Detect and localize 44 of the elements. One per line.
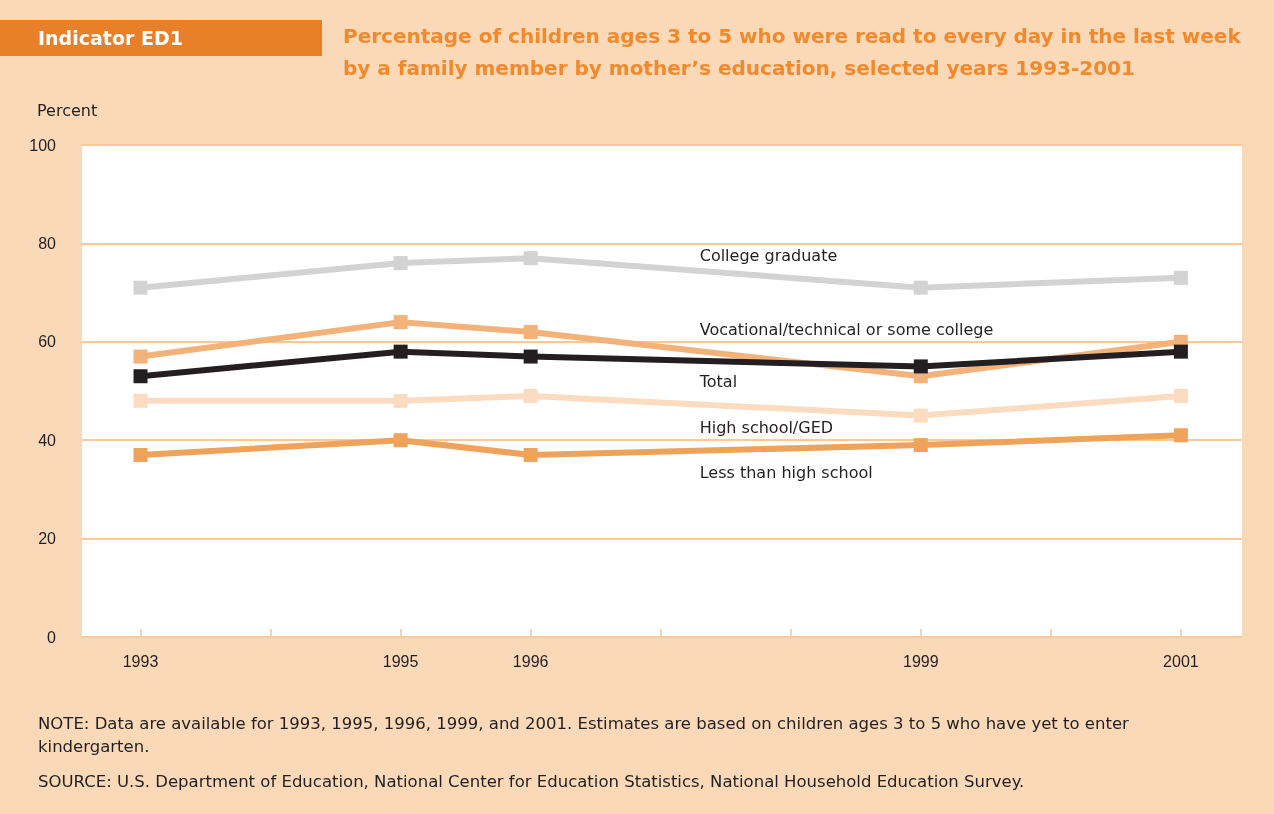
point [523, 251, 538, 266]
x-tick-label: 1999 [902, 652, 939, 670]
point [523, 324, 538, 339]
x-tick-label: 1995 [382, 652, 419, 670]
series-label: Less than high school [699, 463, 873, 483]
point [1173, 344, 1188, 359]
source-note: SOURCE: U.S. Department of Education, National Center for Education Statistics, National Household Education Survey. [38, 771, 1026, 793]
y-tick-label: 0 [47, 628, 57, 646]
point [133, 369, 148, 384]
x-tick-label: 2001 [1163, 652, 1199, 670]
chart-title: Percentage of children ages 3 to 5 who were read to every day in the last week by a family member by mother’s education, selected years 1993-2001 [343, 23, 1242, 82]
point [133, 393, 148, 408]
y-tick-label: 80 [38, 234, 57, 252]
point [133, 447, 148, 462]
series-label: Total [698, 371, 738, 391]
y-axis-title: Percent [37, 101, 98, 120]
point [393, 433, 408, 448]
series-label: High school/GED [699, 418, 834, 438]
text: NOTE: Data are available for 1993, 1995, 1996, 1999, and 2001. Estimates are based on children ages 3 to 5 who have yet to enter kindergarten. [38, 713, 1130, 758]
chart-subtitle: Indicator ED1 [0, 20, 322, 56]
point [393, 256, 408, 271]
point [913, 359, 928, 374]
point [523, 349, 538, 364]
point [393, 315, 408, 330]
point [913, 408, 928, 423]
x-tick-label: 1993 [122, 652, 159, 670]
series-label: College graduate [699, 245, 838, 265]
y-tick-label: 100 [29, 136, 57, 154]
point [393, 344, 408, 359]
point [133, 280, 148, 295]
point [133, 349, 148, 364]
x-tick-label: 1996 [512, 652, 549, 670]
point [1173, 270, 1188, 285]
y-tick-label: 60 [38, 333, 57, 351]
y-tick-label: 40 [38, 431, 57, 449]
point [523, 388, 538, 403]
point [523, 447, 538, 462]
point [913, 438, 928, 453]
point [1173, 388, 1188, 403]
point [913, 280, 928, 295]
series-label: Vocational/technical or some college [699, 319, 994, 339]
y-tick-label: 20 [38, 530, 57, 548]
point [393, 393, 408, 408]
point [1173, 428, 1188, 443]
